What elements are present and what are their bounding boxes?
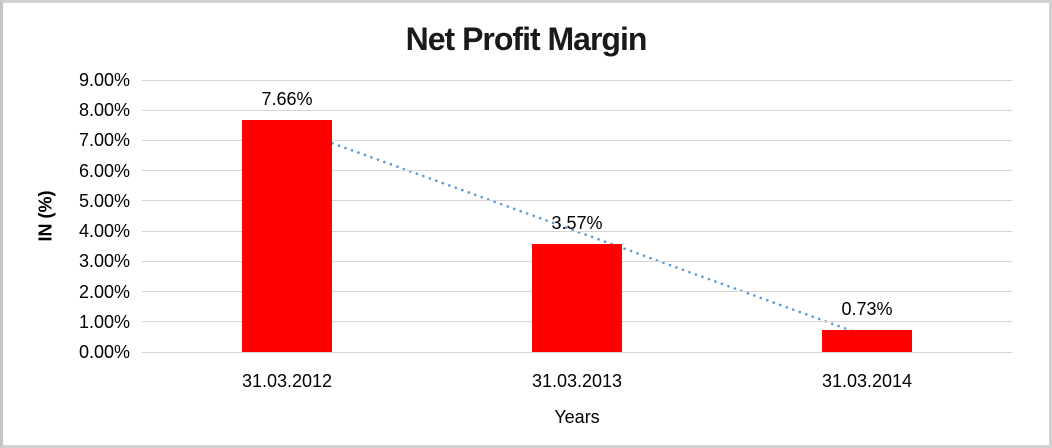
- gridline: [142, 139, 1012, 141]
- x-category-label: 31.03.2012: [241, 371, 333, 391]
- x-category-label: 31.03.2014: [821, 371, 913, 391]
- data-label: 0.73%: [841, 298, 893, 319]
- trendline-segment: [285, 125, 869, 338]
- gridline: [142, 170, 1012, 172]
- y-tick-label: 2.00%: [78, 281, 130, 302]
- bar-31.03.2014: [822, 329, 912, 352]
- x-category-label: 31.03.2013: [531, 371, 623, 391]
- gridline: [142, 109, 1012, 111]
- y-tick-label: 5.00%: [78, 190, 130, 211]
- gridline: [142, 200, 1012, 202]
- bar-31.03.2013: [532, 244, 622, 352]
- data-label: 7.66%: [261, 89, 313, 110]
- x-axis-title: Years: [554, 407, 600, 427]
- y-tick-label: 3.00%: [78, 251, 130, 272]
- chart-title: Net Profit Margin: [405, 21, 648, 57]
- gridline: [142, 230, 1012, 232]
- y-tick-label: 9.00%: [78, 70, 130, 90]
- y-tick-label: 7.00%: [78, 130, 130, 151]
- y-tick-label: 6.00%: [78, 160, 130, 181]
- y-tick-label: 4.00%: [78, 221, 130, 242]
- bar-31.03.2012: [242, 120, 332, 352]
- trendline: [285, 125, 869, 338]
- y-tick-label: 8.00%: [78, 100, 130, 121]
- data-label: 3.57%: [551, 213, 603, 234]
- y-tick-label: 0.00%: [78, 342, 130, 362]
- y-tick-label: 1.00%: [78, 311, 130, 332]
- gridline: [142, 79, 1012, 81]
- gridline: [142, 351, 1012, 353]
- plot-area: 7.66% 3.57% 0.73%: [142, 79, 1012, 353]
